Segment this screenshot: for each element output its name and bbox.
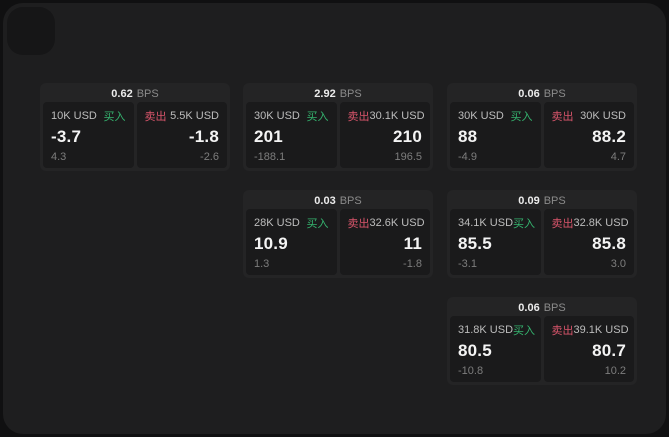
buy-quote-panel[interactable]: 10K USD 买入 -3.7 4.3 <box>43 102 134 168</box>
quote-panels: 34.1K USD 买入 85.5 -3.1 卖出 32.8K USD 85.8… <box>450 209 634 275</box>
quote-card: 0.62 BPS 10K USD 买入 -3.7 4.3 卖出 5.5K USD… <box>40 83 230 171</box>
buy-sub-value: 1.3 <box>254 258 270 270</box>
sell-price: 210 <box>393 127 422 146</box>
card-header: 0.09 BPS <box>450 193 634 209</box>
sell-price: 88.2 <box>592 127 626 146</box>
buy-sub-value: 4.3 <box>51 151 67 163</box>
spread-bps-value: 2.92 <box>314 88 336 100</box>
bps-unit-label: BPS <box>339 88 362 100</box>
card-header: 0.06 BPS <box>450 86 634 102</box>
sell-quote-panel[interactable]: 卖出 30.1K USD 210 196.5 <box>339 102 430 168</box>
buy-quote-panel[interactable]: 28K USD 买入 10.9 1.3 <box>246 209 337 275</box>
buy-side-label: 买入 <box>513 325 536 337</box>
buy-sub-value: -10.8 <box>458 365 484 377</box>
bps-unit-label: BPS <box>136 88 159 100</box>
buy-quote-panel[interactable]: 30K USD 买入 201 -188.1 <box>246 102 337 168</box>
sell-side-label: 卖出 <box>551 325 574 337</box>
sell-side-label: 卖出 <box>347 111 370 123</box>
sell-side-label: 卖出 <box>347 218 370 230</box>
sell-sub-value: 196.5 <box>394 151 422 163</box>
spread-bps-value: 0.06 <box>518 302 540 314</box>
spread-bps-value: 0.09 <box>518 195 540 207</box>
buy-side-label: 买入 <box>510 111 533 123</box>
buy-price: 80.5 <box>458 341 492 360</box>
buy-amount: 34.1K USD <box>458 217 514 229</box>
card-header: 0.03 BPS <box>246 193 430 209</box>
buy-side-label: 买入 <box>103 111 126 123</box>
corner-tile <box>7 7 55 55</box>
buy-quote-panel[interactable]: 31.8K USD 买入 80.5 -10.8 <box>450 316 541 382</box>
spread-bps-value: 0.62 <box>111 88 133 100</box>
buy-sub-value: -188.1 <box>254 151 286 163</box>
sell-price: 80.7 <box>592 341 626 360</box>
bps-unit-label: BPS <box>543 88 566 100</box>
sell-quote-panel[interactable]: 卖出 30K USD 88.2 4.7 <box>543 102 634 168</box>
quote-panels: 28K USD 买入 10.9 1.3 卖出 32.6K USD 11 -1.8 <box>246 209 430 275</box>
sell-quote-panel[interactable]: 卖出 5.5K USD -1.8 -2.6 <box>136 102 227 168</box>
quote-card: 0.06 BPS 30K USD 买入 88 -4.9 卖出 30K USD 8… <box>447 83 637 171</box>
quote-panels: 30K USD 买入 88 -4.9 卖出 30K USD 88.2 4.7 <box>450 102 634 168</box>
sell-price: -1.8 <box>188 127 219 146</box>
buy-amount: 10K USD <box>51 110 97 122</box>
sell-price: 11 <box>403 234 422 253</box>
buy-quote-panel[interactable]: 30K USD 买入 88 -4.9 <box>450 102 541 168</box>
buy-side-label: 买入 <box>306 218 329 230</box>
quote-panels: 10K USD 买入 -3.7 4.3 卖出 5.5K USD -1.8 -2.… <box>43 102 227 168</box>
buy-price: -3.7 <box>51 127 82 146</box>
sell-side-label: 卖出 <box>144 111 167 123</box>
app-background: 0.62 BPS 10K USD 买入 -3.7 4.3 卖出 5.5K USD… <box>3 3 666 434</box>
buy-side-label: 买入 <box>306 111 329 123</box>
buy-quote-panel[interactable]: 34.1K USD 买入 85.5 -3.1 <box>450 209 541 275</box>
buy-price: 85.5 <box>458 234 492 253</box>
buy-sub-value: -3.1 <box>458 258 477 270</box>
sell-sub-value: 10.2 <box>604 365 626 377</box>
buy-price: 10.9 <box>254 234 288 253</box>
buy-amount: 31.8K USD <box>458 324 514 336</box>
bps-unit-label: BPS <box>543 195 566 207</box>
buy-amount: 28K USD <box>254 217 300 229</box>
spread-bps-value: 0.06 <box>518 88 540 100</box>
buy-sub-value: -4.9 <box>458 151 477 163</box>
sell-amount: 30K USD <box>580 110 626 122</box>
buy-amount: 30K USD <box>254 110 300 122</box>
quote-card: 0.09 BPS 34.1K USD 买入 85.5 -3.1 卖出 32.8K… <box>447 190 637 278</box>
sell-amount: 5.5K USD <box>170 110 219 122</box>
quote-panels: 30K USD 买入 201 -188.1 卖出 30.1K USD 210 1… <box>246 102 430 168</box>
quote-card: 0.06 BPS 31.8K USD 买入 80.5 -10.8 卖出 39.1… <box>447 297 637 385</box>
sell-amount: 30.1K USD <box>369 110 425 122</box>
bps-unit-label: BPS <box>543 302 566 314</box>
sell-amount: 32.8K USD <box>573 217 629 229</box>
sell-amount: 39.1K USD <box>573 324 629 336</box>
card-header: 0.62 BPS <box>43 86 227 102</box>
card-header: 2.92 BPS <box>246 86 430 102</box>
sell-sub-value: -1.8 <box>403 258 422 270</box>
sell-sub-value: -2.6 <box>200 151 219 163</box>
buy-price: 201 <box>254 127 283 146</box>
bps-unit-label: BPS <box>339 195 362 207</box>
quote-card: 0.03 BPS 28K USD 买入 10.9 1.3 卖出 32.6K US… <box>243 190 433 278</box>
quote-card: 2.92 BPS 30K USD 买入 201 -188.1 卖出 30.1K … <box>243 83 433 171</box>
buy-amount: 30K USD <box>458 110 504 122</box>
sell-quote-panel[interactable]: 卖出 32.8K USD 85.8 3.0 <box>543 209 634 275</box>
sell-sub-value: 4.7 <box>610 151 626 163</box>
buy-side-label: 买入 <box>513 218 536 230</box>
card-header: 0.06 BPS <box>450 300 634 316</box>
sell-price: 85.8 <box>592 234 626 253</box>
sell-side-label: 卖出 <box>551 218 574 230</box>
sell-quote-panel[interactable]: 卖出 32.6K USD 11 -1.8 <box>339 209 430 275</box>
spread-bps-value: 0.03 <box>314 195 336 207</box>
sell-sub-value: 3.0 <box>610 258 626 270</box>
sell-amount: 32.6K USD <box>369 217 425 229</box>
buy-price: 88 <box>458 127 478 146</box>
sell-quote-panel[interactable]: 卖出 39.1K USD 80.7 10.2 <box>543 316 634 382</box>
quote-panels: 31.8K USD 买入 80.5 -10.8 卖出 39.1K USD 80.… <box>450 316 634 382</box>
sell-side-label: 卖出 <box>551 111 574 123</box>
